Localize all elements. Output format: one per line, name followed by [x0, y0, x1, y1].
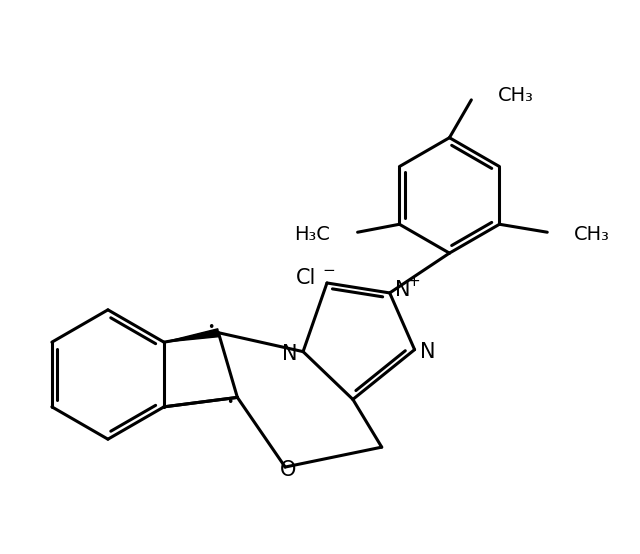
- Text: CH₃: CH₃: [574, 225, 610, 244]
- Polygon shape: [164, 329, 219, 342]
- Text: •: •: [226, 396, 233, 409]
- Text: N: N: [395, 280, 410, 300]
- Text: O: O: [280, 460, 296, 480]
- Text: N: N: [420, 342, 435, 362]
- Text: +: +: [407, 274, 420, 290]
- Text: Cl: Cl: [296, 268, 316, 288]
- Text: −: −: [322, 263, 335, 278]
- Text: •: •: [207, 321, 214, 334]
- Text: N: N: [282, 343, 298, 363]
- Text: CH₃: CH₃: [498, 86, 534, 105]
- Text: H₃C: H₃C: [294, 225, 330, 244]
